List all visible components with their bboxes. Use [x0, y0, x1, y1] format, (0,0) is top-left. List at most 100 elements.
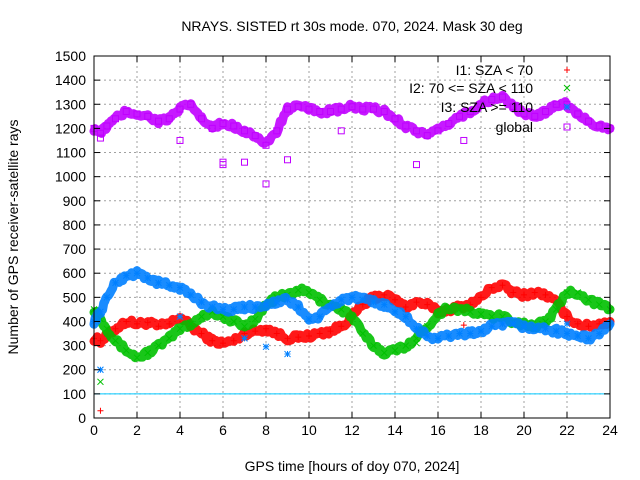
legend-marker-1	[563, 84, 571, 92]
series-2	[89, 266, 615, 374]
data-point	[488, 322, 496, 330]
data-point	[337, 105, 345, 113]
outlier-point	[413, 339, 420, 347]
data-point	[327, 303, 334, 311]
legend-label-0: I1: SZA < 70	[456, 62, 534, 78]
data-point	[445, 332, 453, 340]
chart-title: NRAYS. SISTED rt 30s mode. 070, 2024. Ma…	[181, 18, 522, 34]
legend: I1: SZA < 70 I2: 70 <= SZA < 110 I3: SZA >…	[409, 62, 571, 135]
y-tick-label: 600	[63, 265, 87, 281]
y-tick-label: 200	[63, 362, 87, 378]
data-point	[241, 322, 248, 330]
data-point	[263, 325, 269, 332]
data-point	[370, 342, 377, 349]
data-point	[402, 342, 410, 349]
data-point	[359, 105, 367, 113]
outlier-point	[96, 134, 104, 142]
data-point	[423, 132, 431, 140]
data-point	[391, 347, 399, 354]
data-point	[284, 105, 291, 113]
y-tick-label: 100	[63, 386, 87, 402]
data-point	[144, 349, 152, 357]
data-point	[585, 296, 592, 304]
y-tick-label: 400	[63, 313, 87, 329]
data-point	[531, 112, 539, 120]
x-tick-label: 0	[90, 422, 98, 438]
data-point	[166, 320, 173, 327]
data-point	[456, 330, 463, 337]
outlier-point	[284, 350, 291, 358]
y-tick-label: 1000	[55, 169, 86, 185]
data-point	[273, 298, 281, 306]
x-tick-label: 14	[387, 422, 403, 438]
outlier-point	[337, 127, 345, 135]
data-layer	[89, 90, 615, 414]
data-point	[488, 95, 496, 103]
data-point	[294, 303, 302, 311]
data-point	[466, 330, 474, 337]
outlier-point	[262, 343, 270, 351]
data-point	[241, 303, 248, 311]
x-tick-label: 22	[559, 422, 575, 438]
data-point	[327, 108, 334, 116]
data-point	[477, 310, 485, 318]
data-point	[155, 117, 162, 125]
legend-marker-0	[564, 67, 570, 73]
data-point	[295, 334, 302, 341]
data-point	[316, 313, 324, 320]
outlier-point	[284, 156, 291, 164]
data-point	[251, 132, 259, 140]
data-point	[466, 308, 474, 316]
data-point	[510, 289, 517, 296]
data-point	[103, 122, 111, 130]
x-tick-label: 20	[516, 422, 532, 438]
data-point	[509, 103, 517, 111]
data-point	[552, 306, 560, 313]
data-point	[305, 315, 313, 323]
data-point	[380, 108, 388, 116]
y-tick-label: 300	[63, 338, 87, 354]
outlier-point	[262, 180, 270, 188]
data-point	[284, 296, 291, 304]
data-point	[220, 340, 226, 347]
outlier-point	[97, 378, 104, 386]
data-point	[165, 281, 173, 289]
data-point	[103, 293, 111, 301]
data-point	[574, 110, 582, 118]
data-point	[499, 320, 506, 328]
data-point	[542, 291, 549, 298]
y-tick-label: 900	[63, 193, 87, 209]
y-tick-label: 0	[78, 410, 86, 426]
data-point	[252, 328, 259, 335]
data-point	[509, 320, 517, 328]
data-point	[563, 289, 571, 296]
data-point	[552, 100, 560, 108]
x-tick-label: 10	[301, 422, 317, 438]
data-point	[359, 296, 367, 304]
data-point	[103, 325, 111, 333]
data-point	[380, 349, 388, 357]
data-point	[144, 112, 152, 120]
data-point	[165, 115, 173, 123]
data-point	[122, 347, 130, 354]
data-point	[251, 315, 259, 323]
outlier-point	[563, 320, 571, 328]
data-point	[165, 335, 173, 342]
y-tick-label: 1300	[55, 96, 86, 112]
data-point	[316, 108, 324, 116]
data-point	[424, 301, 431, 308]
data-point	[198, 298, 205, 306]
data-point	[359, 330, 367, 337]
tick-layer: 0 2 4 6 8 10 12 14 16 18 20 22 240100200300400500600…	[55, 48, 618, 438]
data-point	[531, 325, 539, 333]
data-point	[294, 286, 302, 294]
data-point	[112, 337, 119, 345]
series-band	[89, 90, 615, 148]
data-point	[477, 100, 485, 108]
data-point	[413, 127, 420, 135]
data-point	[392, 296, 398, 303]
data-point	[434, 127, 442, 135]
data-point	[187, 100, 195, 108]
data-point	[262, 301, 270, 308]
